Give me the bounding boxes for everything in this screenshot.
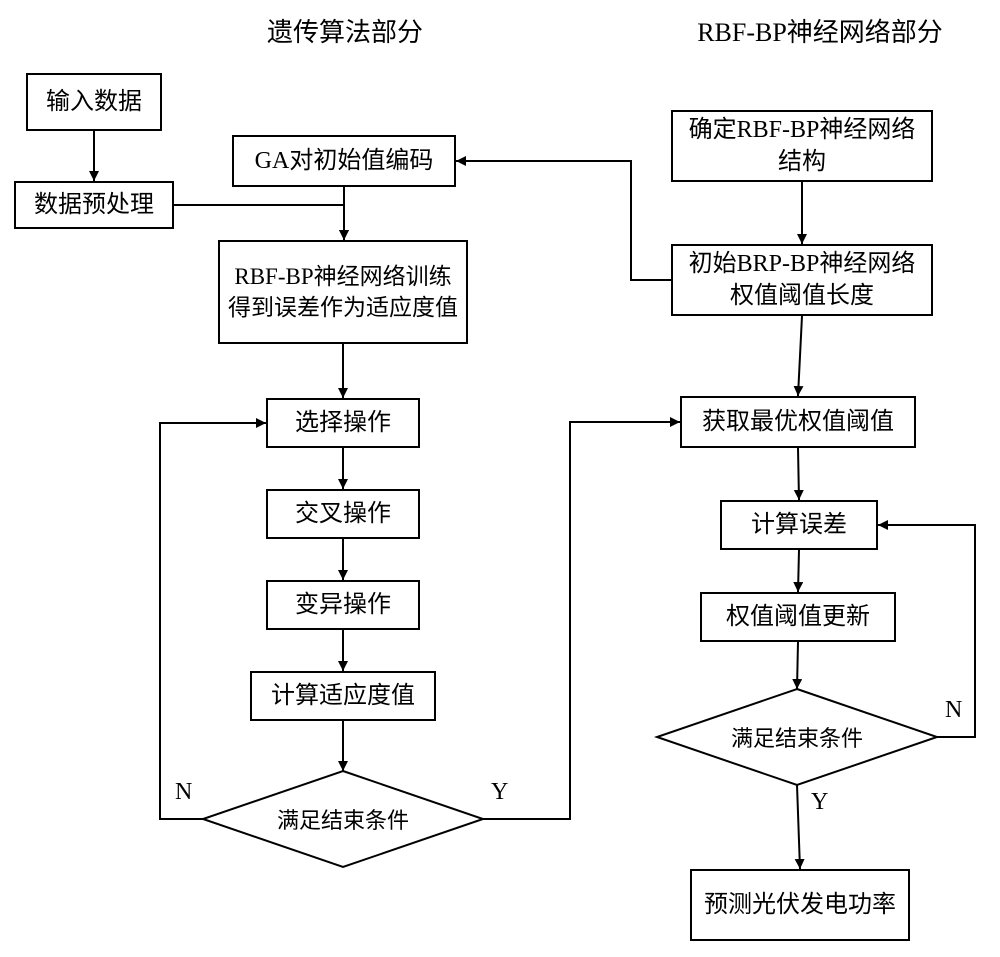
node-label: RBF-BP神经网络训练得到误差作为适应度值 [228, 261, 458, 323]
node-label: 预测光伏发电功率 [704, 889, 896, 921]
edge-label-ga-y: Y [491, 779, 508, 806]
node-label: GA对初始值编码 [255, 145, 434, 177]
node-label: 计算误差 [751, 509, 847, 541]
decision-ga-end [203, 771, 483, 867]
node-init-rbf-weights: 初始BRP-BP神经网络权值阈值长度 [671, 244, 933, 316]
header-right: RBF-BP神经网络部分 [670, 12, 970, 49]
node-ga-encode: GA对初始值编码 [232, 135, 456, 187]
node-label: 计算适应度值 [271, 680, 415, 712]
node-input-data: 输入数据 [26, 73, 162, 131]
decision-nn-end [657, 689, 937, 785]
node-label: 初始BRP-BP神经网络权值阈值长度 [681, 248, 923, 313]
node-label: 选择操作 [295, 407, 391, 439]
header-left: 遗传算法部分 [230, 12, 460, 49]
node-get-optimal: 获取最优权值阈值 [680, 396, 916, 448]
node-rbf-structure: 确定RBF-BP神经网络结构 [671, 110, 933, 182]
node-calc-error: 计算误差 [720, 500, 878, 550]
node-rbf-train-fitness: RBF-BP神经网络训练得到误差作为适应度值 [218, 240, 468, 344]
edge-label-ga-n: N [175, 779, 192, 806]
node-select-op: 选择操作 [266, 398, 420, 448]
node-label: 权值阈值更新 [726, 601, 870, 633]
node-label: 确定RBF-BP神经网络结构 [681, 114, 923, 179]
flowchart-container: 遗传算法部分 RBF-BP神经网络部分 输入数据 数据预处理 GA对初始值编码 … [0, 0, 1000, 957]
node-update-weights: 权值阈值更新 [700, 592, 896, 642]
node-label: 获取最优权值阈值 [702, 406, 894, 438]
node-label: 数据预处理 [34, 189, 154, 221]
node-label: 输入数据 [46, 86, 142, 118]
node-mutate-op: 变异操作 [266, 580, 420, 630]
node-cross-op: 交叉操作 [266, 489, 420, 539]
node-calc-fitness: 计算适应度值 [250, 671, 436, 721]
node-label: 交叉操作 [295, 498, 391, 530]
node-label: 变异操作 [295, 589, 391, 621]
edge-label-nn-n: N [945, 697, 962, 724]
node-preprocess: 数据预处理 [14, 181, 174, 229]
edge-label-nn-y: Y [811, 789, 828, 816]
node-predict-power: 预测光伏发电功率 [690, 869, 910, 941]
